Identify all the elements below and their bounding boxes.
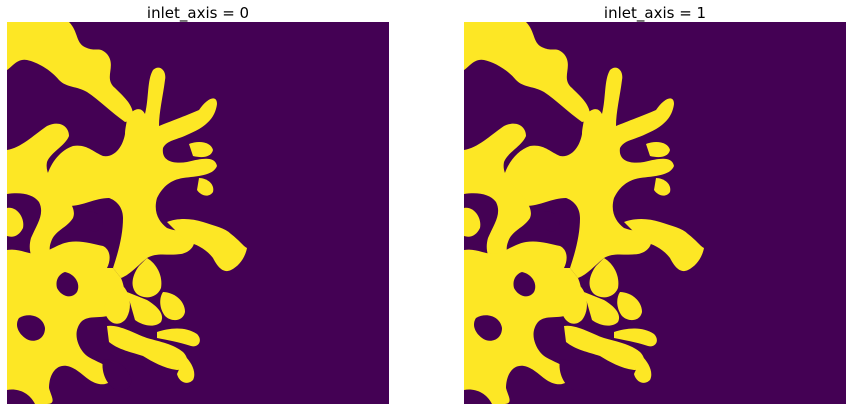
image-foreground — [7, 22, 247, 404]
panel-title: inlet_axis = 1 — [603, 4, 707, 22]
image-holes — [17, 211, 132, 391]
panel-inlet-axis-0: inlet_axis = 0 — [7, 0, 389, 411]
image-foreground — [464, 22, 704, 404]
panel-title: inlet_axis = 0 — [146, 4, 250, 22]
binary-image-plot — [7, 22, 389, 404]
image-holes — [474, 211, 589, 391]
panel-inlet-axis-1: inlet_axis = 1 — [464, 0, 846, 411]
binary-image-plot — [464, 22, 846, 404]
